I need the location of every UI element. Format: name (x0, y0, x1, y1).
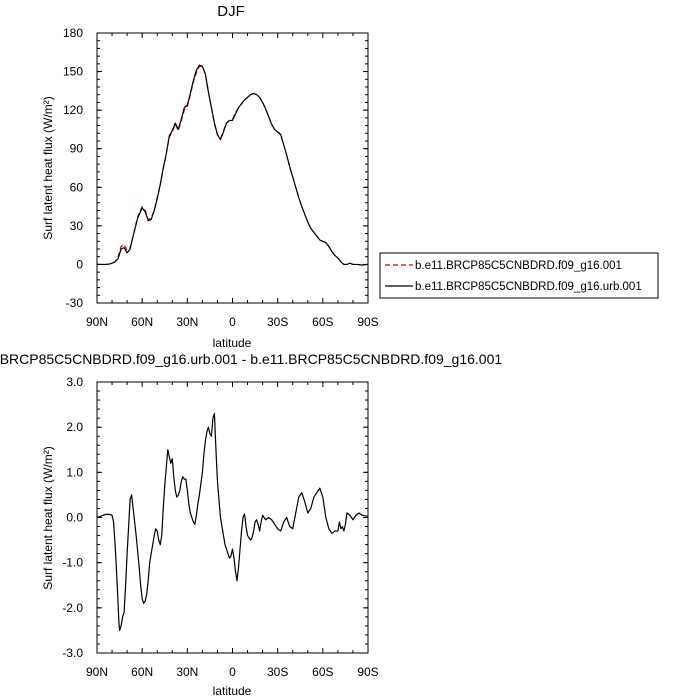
top-y-tick-label: 180 (63, 26, 83, 40)
bottom-plot-frame (96, 381, 369, 654)
bottom-x-tick-label: 90S (357, 665, 378, 679)
top-x-tick-label: 90N (86, 315, 108, 329)
bottom-x-tick-label: 30S (267, 665, 288, 679)
bottom-x-tick-label: 90N (86, 665, 108, 679)
top-legend: b.e11.BRCP85C5CNBDRD.f09_g16.001 b.e11.B… (379, 252, 659, 299)
panel-top: DJF 90N 60N 30N 0 30S 60S 90S -30 0 30 60 90 120 150 1… (41, 3, 659, 350)
bottom-y-tick-label: 1.0 (66, 465, 83, 479)
bottom-series-line-0 (96, 413, 369, 632)
top-x-tick-label: 90S (357, 315, 378, 329)
top-plot-area: 90N 60N 30N 0 30S 60S 90S -30 0 30 60 90 120 150 180 (63, 26, 379, 329)
top-y-axis-label: Surf latent heat flux (W/m²) (41, 96, 55, 239)
bottom-y-tick-label: 2.0 (66, 420, 83, 434)
bottom-y-tick-label: -2.0 (62, 601, 83, 615)
top-y-tick-label: 150 (63, 65, 83, 79)
bottom-x-axis-label: latitude (213, 684, 252, 698)
top-series-line-0 (97, 65, 369, 266)
legend-label-control: b.e11.BRCP85C5CNBDRD.f09_g16.001 (415, 260, 622, 272)
bottom-x-tick-label: 30N (176, 665, 198, 679)
bottom-x-tick-label: 60N (131, 665, 153, 679)
bottom-y-axis-label: Surf latent heat flux (W/m²) (41, 446, 55, 589)
top-x-tick-label: 60N (131, 315, 153, 329)
panel-bottom: b.e11.BRCP85C5CNBDRD.f09_g16.urb.001 - b… (0, 351, 502, 698)
top-plot-frame (96, 32, 369, 304)
bottom-y-tick-label: -1.0 (62, 556, 83, 570)
bottom-x-tick-label: 0 (229, 665, 236, 679)
top-x-tick-label: 60S (312, 315, 333, 329)
bottom-y-tick-label: -3.0 (62, 646, 83, 660)
top-series-line-1 (97, 64, 369, 266)
top-x-axis-label: latitude (213, 336, 252, 350)
top-y-tick-label: 60 (70, 180, 84, 194)
top-x-tick-label: 30N (176, 315, 198, 329)
legend-box (379, 252, 659, 299)
bottom-plot-area: 90N 60N 30N 0 30S 60S 90S -3.0 -2.0 -1.0 0.0 1.0 2.0… (62, 375, 378, 679)
top-y-tick-label: 90 (70, 142, 84, 156)
top-y-tick-label: 30 (70, 219, 84, 233)
legend-label-urban: b.e11.BRCP85C5CNBDRD.f09_g16.urb.001 (415, 281, 642, 293)
top-y-tick-label: 0 (76, 257, 83, 271)
bottom-y-tick-label: 0.0 (66, 511, 83, 525)
top-y-tick-label: 120 (63, 103, 83, 117)
bottom-x-tick-label: 60S (312, 665, 333, 679)
top-title: DJF (217, 3, 245, 20)
bottom-y-tick-label: 3.0 (66, 375, 83, 389)
top-x-tick-label: 0 (229, 315, 236, 329)
top-x-tick-label: 30S (267, 315, 288, 329)
bottom-title: b.e11.BRCP85C5CNBDRD.f09_g16.urb.001 - b… (0, 351, 502, 367)
top-y-tick-label: -30 (66, 296, 84, 310)
